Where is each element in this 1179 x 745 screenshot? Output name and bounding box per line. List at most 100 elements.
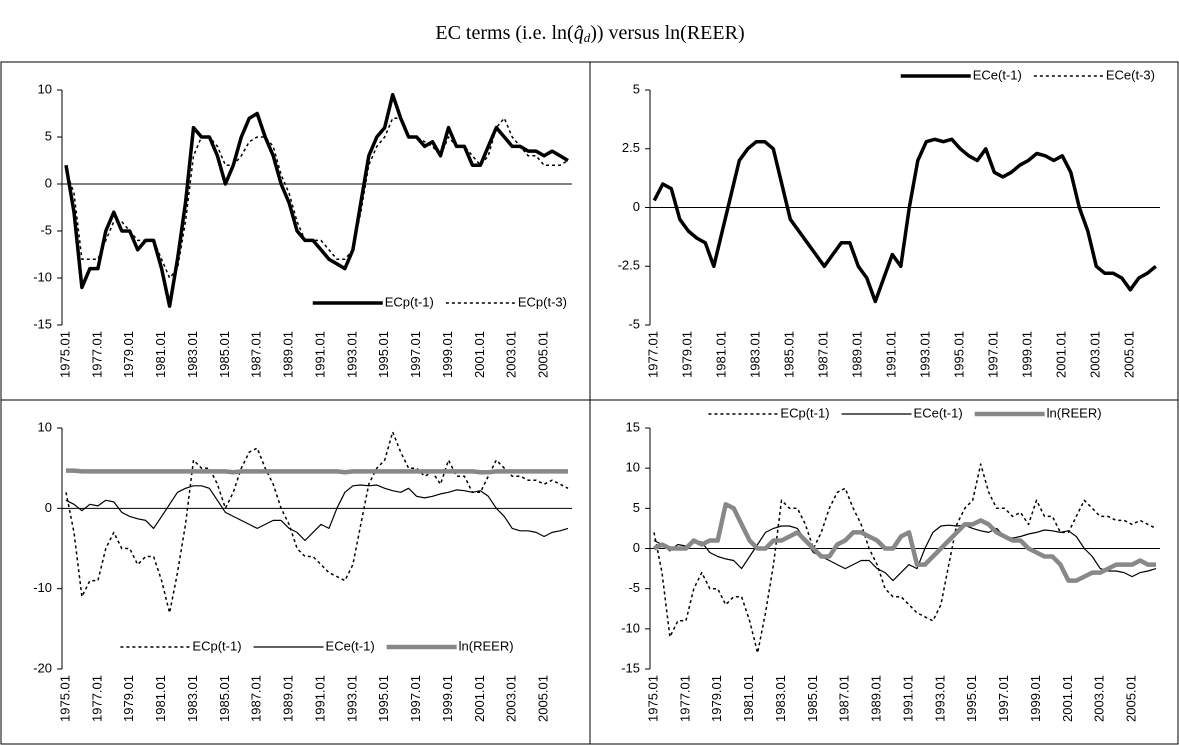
x-tick-label: 2003.01 [1088,331,1103,378]
y-tick-label: 10 [38,419,52,434]
x-tick-label: 1985.01 [805,675,820,722]
x-tick-label: 1977.01 [677,675,692,722]
x-tick-label: 1983.01 [185,675,200,722]
legend-label: ECp(t-1) [192,638,241,653]
x-tick-label: 1989.01 [850,331,865,378]
x-tick-label: 1979.01 [709,675,724,722]
y-tick-label: -20 [33,660,52,675]
y-tick-label: 0 [45,175,52,190]
title-part: q̂ [574,22,584,44]
x-tick-label: 1981.01 [153,675,168,722]
series-line [64,92,569,308]
x-tick-label: 1993.01 [344,675,359,722]
y-tick-label: 15 [626,419,640,434]
x-tick-label: 1991.01 [312,331,327,378]
x-tick-label: 1975.01 [57,675,72,722]
y-tick-label: 0 [633,199,640,214]
x-tick-label: 2003.01 [504,331,519,378]
x-tick-label: 2001.01 [472,331,487,378]
legend-label: ECe(t-1) [914,405,963,420]
x-tick-label: 1991.01 [312,675,327,722]
x-tick-label: 1995.01 [964,675,979,722]
x-tick-label: 1995.01 [952,331,967,378]
y-tick-label: 5 [633,81,640,96]
x-tick-label: 2005.01 [536,331,551,378]
legend-label: ln(REER) [1047,405,1102,420]
x-tick-label: 1979.01 [121,331,136,378]
y-tick-label: -5 [40,222,52,237]
x-tick-label: 1977.01 [646,331,661,378]
x-tick-label: 1989.01 [281,331,296,378]
x-tick-label: 1983.01 [748,331,763,378]
y-tick-label: -2.5 [618,258,640,273]
x-tick-label: 1983.01 [773,675,788,722]
x-tick-label: 1997.01 [986,331,1001,378]
x-tick-label: 1993.01 [344,331,359,378]
y-tick-label: 0 [45,500,52,515]
x-tick-label: 1985.01 [217,331,232,378]
legend: ECp(t-1) ECp(t-3) [312,294,567,309]
x-tick-label: 1985.01 [782,331,797,378]
y-tick-label: 5 [633,500,640,515]
series-line [652,502,1156,583]
legend-label: ECp(t-1) [780,405,829,420]
title-part: d [584,30,591,45]
x-tick-label: 2005.01 [1122,331,1137,378]
y-tick-label: -10 [33,269,52,284]
figure-title: EC terms (i.e. ln(q̂d)) versus ln(REER) [435,22,744,45]
y-tick-label: 0 [633,540,640,555]
y-tick-label: -15 [33,316,52,331]
x-tick-label: 1977.01 [89,675,104,722]
x-tick-label: 1987.01 [816,331,831,378]
x-tick-label: 1987.01 [837,675,852,722]
legend-label: ln(REER) [459,638,514,653]
x-tick-label: 1999.01 [1028,675,1043,722]
y-tick-label: -15 [621,660,640,675]
x-tick-label: 1987.01 [249,331,264,378]
title-part: EC terms (i.e. ln( [435,22,574,44]
x-tick-label: 1989.01 [869,675,884,722]
series-line [653,138,1157,303]
x-tick-label: 1991.01 [900,675,915,722]
legend-label: ECe(t-1) [973,67,1022,82]
legend: ECe(t-1) ECe(t-3) [900,67,1155,82]
x-tick-label: 1987.01 [249,675,264,722]
legend-label: ECe(t-1) [326,638,375,653]
title-part: )) versus ln(REER) [590,22,744,44]
x-tick-label: 1997.01 [408,675,423,722]
x-tick-label: 1993.01 [932,675,947,722]
series-line [65,117,569,279]
x-tick-label: 2001.01 [1054,331,1069,378]
legend-label: ECp(t-3) [518,294,567,309]
x-tick-label: 2001.01 [1060,675,1075,722]
x-tick-label: 1995.01 [376,675,391,722]
y-tick-label: 10 [626,460,640,475]
x-tick-label: 1999.01 [440,675,455,722]
x-tick-label: 1983.01 [185,331,200,378]
y-tick-label: -10 [621,620,640,635]
x-tick-label: 1981.01 [153,331,168,378]
x-tick-label: 1979.01 [680,331,695,378]
series-line [66,468,568,475]
y-tick-label: 2.5 [622,140,640,155]
x-tick-label: 1981.01 [741,675,756,722]
series-line [653,463,1157,654]
x-tick-label: 2003.01 [1092,675,1107,722]
legend-label: ECe(t-3) [1106,67,1155,82]
legend: ECp(t-1) ECe(t-1) ln(REER) [708,405,1102,420]
x-tick-label: 1985.01 [217,675,232,722]
y-tick-label: 10 [38,81,52,96]
legend-label: ECp(t-1) [385,294,434,309]
legend: ECp(t-1) ECe(t-1) ln(REER) [120,638,514,653]
x-tick-label: 1999.01 [440,331,455,378]
series-line [65,484,569,542]
x-tick-label: 1991.01 [884,331,899,378]
x-tick-label: 1989.01 [281,675,296,722]
series-line [652,137,1157,304]
x-tick-label: 1975.01 [645,675,660,722]
y-tick-label: 5 [45,128,52,143]
x-tick-label: 1993.01 [918,331,933,378]
x-tick-label: 2005.01 [536,675,551,722]
y-tick-label: -5 [628,580,640,595]
